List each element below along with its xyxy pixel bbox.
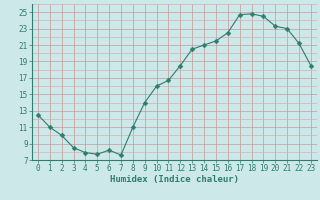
X-axis label: Humidex (Indice chaleur): Humidex (Indice chaleur) xyxy=(110,175,239,184)
